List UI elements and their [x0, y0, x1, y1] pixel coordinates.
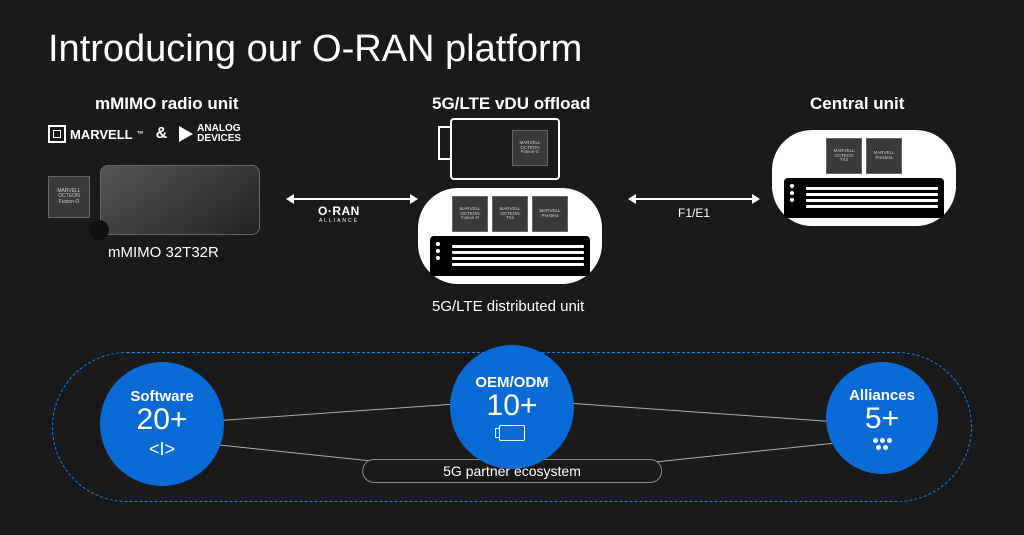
- dots-icon: [872, 438, 892, 450]
- cu-chip-0: MARVELL OCTEON TX2: [826, 138, 862, 174]
- circle-software: Software 20+ <I>: [100, 362, 224, 486]
- circle-alliances: Alliances 5+: [826, 362, 938, 474]
- radio-hardware: [100, 165, 260, 235]
- col-label-mid: 5G/LTE vDU offload: [432, 94, 590, 114]
- vdu-chip-0: MARVELL OCTEON Fusion-O: [452, 196, 488, 232]
- vdu-pod: MARVELL OCTEON Fusion-O MARVELL OCTEON T…: [418, 188, 602, 284]
- vdu-sub-label: 5G/LTE distributed unit: [432, 298, 584, 315]
- col-label-right: Central unit: [810, 94, 904, 114]
- f1e1-label: F1/E1: [678, 206, 710, 220]
- cu-pod: MARVELL OCTEON TX2 MARVELL Prestera: [772, 130, 956, 226]
- adi-logo: ANALOG DEVICES: [179, 124, 241, 144]
- arrow-mid-right: [634, 198, 754, 200]
- adi-icon: [179, 126, 193, 142]
- card-chip: MARVELL OCTEON Fusion-O: [512, 130, 548, 166]
- page-title: Introducing our O-RAN platform: [48, 28, 582, 71]
- marvell-logo: MARVELL™: [48, 125, 144, 143]
- col-label-left: mMIMO radio unit: [95, 94, 239, 114]
- code-icon: <I>: [149, 439, 175, 460]
- oran-label: O·RANALLIANCE: [318, 204, 360, 224]
- conn-2: [543, 401, 832, 422]
- marvell-icon: [48, 125, 66, 143]
- arrow-left-mid: [292, 198, 412, 200]
- vdu-server: [430, 236, 590, 276]
- cu-chip-1: MARVELL Prestera: [866, 138, 902, 174]
- cu-server: [784, 178, 944, 218]
- radio-chip: MARVELL OCTEON Fusion-O: [48, 176, 90, 218]
- vdu-chip-2: MARVELL Prestera: [532, 196, 568, 232]
- logo-row: MARVELL™ & ANALOG DEVICES: [48, 124, 241, 144]
- vdu-chip-1: MARVELL OCTEON TX2: [492, 196, 528, 232]
- card-icon: [499, 425, 525, 441]
- ampersand: &: [156, 125, 168, 143]
- circle-oem: OEM/ODM 10+: [450, 345, 574, 469]
- radio-product-label: mMIMO 32T32R: [108, 244, 219, 261]
